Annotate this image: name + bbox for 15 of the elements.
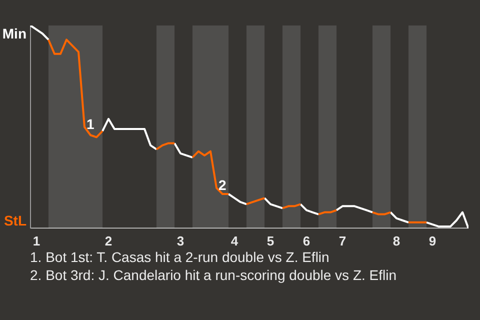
text: 1. Bot 1st: T. Casas hit a 2-run double vs Z. Eflin	[30, 249, 330, 265]
x-tick-label: 4	[230, 234, 239, 248]
x-tick-label: 9	[428, 234, 436, 248]
annotation: 2	[218, 176, 226, 193]
text: StL	[4, 212, 27, 228]
x-tick-label: 2	[104, 234, 112, 248]
x-tick-label: 5	[266, 234, 274, 248]
x-tick-label: 1	[32, 234, 40, 248]
x-tick-label: 3	[176, 234, 184, 248]
text: 2. Bot 3rd: J. Candelario hit a run-scoring double vs Z. Eflin	[30, 267, 397, 283]
x-tick-label: 8	[392, 234, 400, 248]
x-tick-label: 6	[302, 234, 310, 248]
series-label: Min	[2, 26, 27, 42]
annotation: 1	[86, 116, 94, 132]
x-tick-label: 7	[338, 234, 346, 248]
